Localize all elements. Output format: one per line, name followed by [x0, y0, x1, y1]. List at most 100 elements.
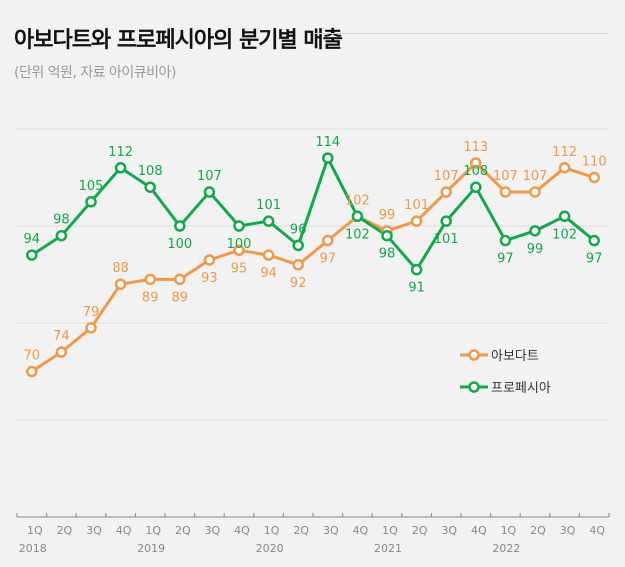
data-point	[381, 229, 393, 242]
x-tick-label: 3Q	[86, 524, 102, 537]
data-point	[499, 186, 512, 198]
data-label: 113	[463, 140, 488, 155]
data-point	[558, 210, 571, 223]
data-point	[351, 210, 364, 223]
data-point	[233, 244, 245, 256]
data-point	[85, 322, 97, 334]
data-label: 70	[24, 349, 41, 364]
x-tick-label: 2Q	[293, 524, 309, 537]
data-point	[292, 239, 304, 252]
data-label: 101	[256, 198, 281, 213]
x-tick-label: 3Q	[205, 524, 221, 537]
x-tick-label: 3Q	[441, 524, 457, 537]
data-point	[322, 152, 334, 164]
data-label: 102	[345, 227, 370, 242]
x-year-label: 2022	[492, 542, 520, 555]
data-label: 100	[227, 237, 252, 252]
data-point	[262, 249, 275, 261]
data-point	[410, 215, 423, 227]
data-point	[499, 234, 512, 247]
data-point	[203, 186, 216, 198]
legend-label: 프로페시아	[491, 381, 551, 396]
data-point	[144, 181, 156, 193]
legend-swatch-marker	[468, 381, 480, 393]
data-point	[470, 181, 482, 193]
data-label: 107	[493, 169, 518, 184]
title-divider	[315, 33, 609, 34]
data-point	[292, 259, 304, 271]
data-label: 98	[379, 247, 396, 262]
data-label: 89	[142, 290, 159, 305]
data-label: 88	[112, 261, 129, 276]
x-tick-label: 2Q	[412, 524, 428, 537]
data-label: 96	[290, 222, 307, 237]
chart-subtitle: (단위 억원, 자료 아이큐비아)	[14, 65, 176, 81]
data-point	[26, 249, 38, 261]
x-tick-label: 1Q	[501, 524, 517, 537]
chart-title: 아보다트와 프로페시아의 분기별 매출	[14, 28, 343, 53]
data-label: 102	[345, 193, 370, 208]
data-point	[114, 278, 127, 290]
x-year-label: 2019	[137, 542, 165, 555]
x-tick-label: 4Q	[471, 524, 487, 537]
data-label: 97	[497, 252, 514, 267]
data-point	[174, 220, 186, 232]
data-point	[233, 220, 245, 232]
legend-label: 아보다트	[491, 349, 539, 364]
x-tick-label: 1Q	[27, 524, 43, 537]
data-point	[114, 162, 127, 174]
x-tick-label: 3Q	[560, 524, 576, 537]
series-line-2	[30, 156, 596, 272]
data-point	[588, 234, 600, 247]
data-label: 107	[197, 169, 222, 184]
x-tick-label: 2Q	[175, 524, 191, 537]
x-tick-label: 2Q	[57, 524, 73, 537]
x-tick-label: 1Q	[145, 524, 161, 537]
data-label: 110	[582, 155, 607, 170]
x-tick-label: 3Q	[323, 524, 339, 537]
data-label: 107	[523, 169, 548, 184]
data-label: 74	[53, 329, 70, 344]
data-label: 99	[527, 242, 544, 257]
data-label: 108	[138, 164, 163, 179]
data-label: 92	[290, 276, 307, 291]
data-label: 112	[108, 145, 133, 160]
data-label: 97	[586, 252, 603, 267]
data-label: 101	[404, 198, 429, 213]
data-point	[26, 365, 38, 378]
data-point	[322, 234, 334, 247]
data-label: 107	[434, 169, 459, 184]
data-point	[85, 196, 97, 208]
x-tick-label: 2Q	[530, 524, 546, 537]
data-point	[55, 229, 68, 242]
data-label: 101	[434, 232, 459, 247]
x-year-label: 2020	[256, 542, 284, 555]
data-point	[440, 186, 452, 198]
data-label: 100	[167, 237, 192, 252]
data-label: 102	[552, 227, 577, 242]
legend-swatch-marker	[468, 349, 480, 361]
x-tick-label: 4Q	[116, 524, 132, 537]
x-tick-label: 4Q	[589, 524, 605, 537]
data-point	[588, 171, 600, 184]
x-year-label: 2018	[19, 542, 47, 555]
x-tick-label: 4Q	[353, 524, 369, 537]
data-point	[55, 346, 68, 358]
data-label: 79	[83, 305, 100, 320]
data-label: 95	[231, 261, 248, 276]
data-label: 99	[379, 208, 396, 223]
data-point	[529, 186, 541, 198]
data-label: 114	[315, 135, 340, 150]
data-label: 89	[172, 290, 189, 305]
data-label: 108	[463, 164, 488, 179]
data-point	[558, 162, 571, 174]
data-label: 97	[320, 252, 337, 267]
data-point	[262, 215, 275, 227]
data-label: 94	[24, 232, 41, 247]
x-tick-label: 1Q	[264, 524, 280, 537]
data-label: 98	[53, 213, 70, 228]
x-year-label: 2021	[374, 542, 402, 555]
data-point	[470, 157, 482, 169]
data-label: 112	[552, 145, 577, 160]
